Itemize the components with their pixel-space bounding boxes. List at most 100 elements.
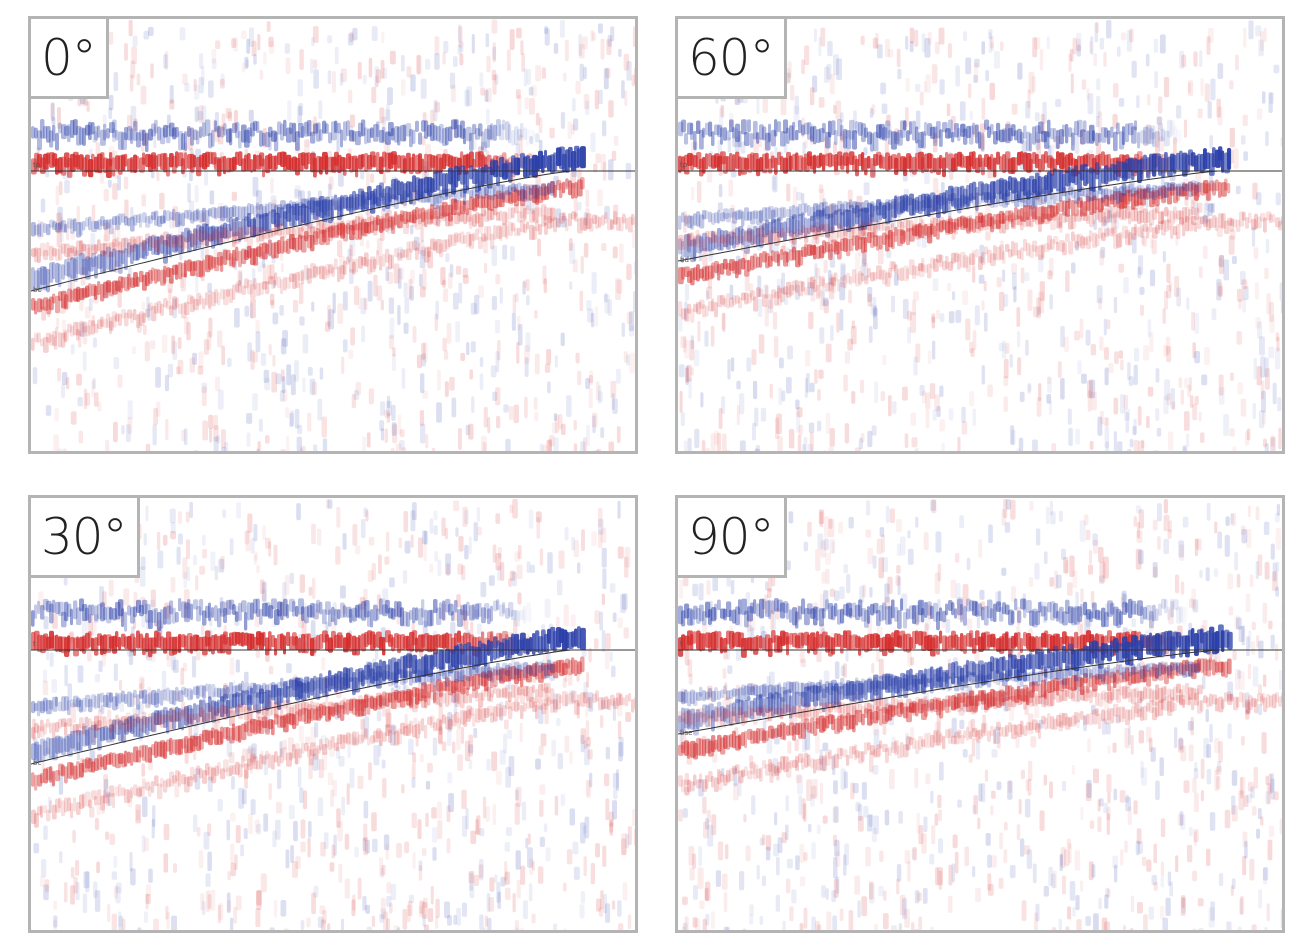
seismic-wavelet [486,108,490,126]
seismic-wavelet [427,250,434,269]
seismic-wavelet [1098,197,1104,213]
seismic-wavelet [1059,191,1063,202]
seismic-wavelet [421,177,425,199]
seismic-wavelet [334,222,339,237]
seismic-wavelet [238,279,242,294]
seismic-wavelet [165,905,169,920]
seismic-wavelet [608,159,614,181]
seismic-wavelet [873,307,878,330]
seismic-wavelet [972,218,977,233]
seismic-wavelet [1164,151,1168,172]
seismic-wavelet [130,244,134,265]
seismic-wavelet [1017,209,1021,220]
seismic-wavelet [813,28,817,42]
seismic-wavelet [516,315,521,331]
seismic-wavelet [211,256,216,269]
seismic-wavelet [157,550,164,569]
seismic-wavelet [456,728,461,751]
seismic-wavelet [915,83,921,92]
seismic-wavelet [919,384,925,396]
seismic-wavelet [1074,240,1080,251]
seismic-wavelet [530,85,537,97]
seismic-wavelet [541,203,547,217]
seismic-wavelet [588,374,594,384]
seismic-wavelet [494,319,500,334]
seismic-wavelet [578,43,585,59]
seismic-wavelet [235,216,239,237]
seismic-wavelet [61,243,66,254]
seismic-wavelet [408,738,414,756]
seismic-wavelet [444,527,448,540]
seismic-wavelet [538,705,544,724]
seismic-wavelet [265,537,271,549]
seismic-wavelet [786,227,790,237]
seismic-wavelet [601,243,607,252]
seismic-wavelet [1128,177,1135,193]
seismic-wavelet [849,276,853,285]
seismic-wavelet [1118,263,1125,273]
seismic-wavelet [1103,219,1109,237]
seismic-wavelet [1198,266,1203,279]
seismic-wavelet [457,211,463,222]
seismic-wavelet [1156,116,1163,131]
seismic-wavelet [40,338,44,347]
seismic-wavelet [717,263,721,281]
seismic-wavelet [217,206,223,219]
seismic-wavelet [879,269,885,281]
seismic-wavelet [366,240,370,249]
seismic-wavelet [585,208,590,230]
seismic-wavelet [825,241,831,253]
seismic-wavelet [1268,92,1273,113]
seismic-wavelet [811,230,817,245]
seismic-wavelet [499,226,503,241]
seismic-wavelet [1146,415,1150,429]
seismic-wavelet [184,209,189,219]
seismic-wavelet [439,123,444,144]
seismic-wavelet [954,153,958,172]
seismic-wavelet [57,107,61,129]
seismic-wavelet [897,219,903,228]
seismic-wavelet [1131,207,1135,222]
seismic-wavelet [689,339,695,361]
seismic-wavelet [379,107,385,124]
seismic-wavelet [58,775,64,795]
seismic-wavelet [1029,216,1034,228]
seismic-wavelet [119,679,123,691]
seismic-wavelet [568,213,572,227]
seismic-wavelet [479,828,485,837]
seismic-wavelet [139,682,143,699]
seismic-wavelet [355,196,359,210]
seismic-wavelet [76,240,82,256]
seismic-wavelet [141,301,146,311]
seismic-wavelet [1140,210,1144,223]
seismic-wavelet [256,282,261,297]
seismic-wavelet [403,282,408,298]
seismic-wavelet [547,438,553,451]
seismic-wavelet [876,235,880,251]
seismic-wavelet [439,170,443,187]
seismic-wavelet [76,222,82,238]
seismic-wavelet [891,261,897,272]
seismic-wavelet [1092,211,1096,225]
seismic-wavelet [1086,195,1091,211]
seismic-wavelet [804,227,809,244]
seismic-wavelet [380,898,386,919]
seismic-wavelet [819,210,825,231]
seismic-wavelet [272,312,279,325]
seismic-wavelet [78,330,82,348]
seismic-wavelet [522,281,526,295]
seismic-wavelet [601,593,605,606]
seismic-wavelet [604,205,610,220]
seismic-wavelet [43,125,48,139]
seismic-wavelet [864,275,869,285]
seismic-wavelet [738,393,745,415]
seismic-wavelet [610,380,617,399]
seismic-wavelet [207,282,212,293]
seismic-wavelet [1011,272,1017,290]
seismic-wavelet [460,231,465,245]
seismic-wavelet [975,124,979,144]
seismic-wavelet [109,251,114,273]
seismic-wavelet [493,183,497,197]
seismic-wavelet [297,105,302,125]
seismic-wavelet [264,377,271,391]
